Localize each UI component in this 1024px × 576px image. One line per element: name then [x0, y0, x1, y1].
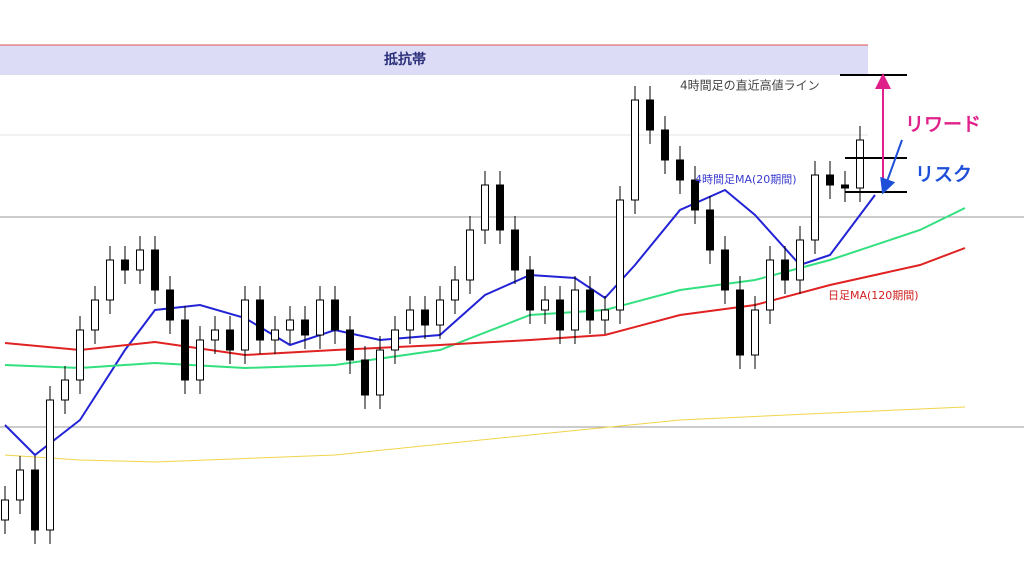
candle-body — [270, 329, 279, 341]
candle-body — [45, 399, 54, 531]
candle-body — [766, 259, 775, 311]
candle-body — [300, 319, 309, 336]
candle-body — [360, 359, 369, 396]
candle-body — [330, 299, 339, 331]
candle-body — [210, 329, 219, 341]
candle-body — [751, 309, 760, 356]
candle-body — [691, 179, 700, 211]
candle-body — [90, 299, 99, 331]
candle-body — [556, 299, 565, 331]
candle-body — [781, 259, 790, 281]
moving-average — [4, 247, 966, 357]
candle-body — [721, 249, 730, 291]
candle-body — [571, 289, 580, 331]
candle-body — [495, 184, 504, 231]
candle-body — [841, 184, 850, 189]
candle-body — [165, 289, 174, 321]
candle-body — [285, 319, 294, 331]
candle-body — [435, 299, 444, 326]
candle-body — [736, 289, 745, 356]
candle-body — [646, 99, 655, 131]
candle-body — [105, 259, 114, 301]
candle-body — [796, 239, 805, 281]
reward-label: リワード — [905, 114, 981, 136]
candle-body — [75, 329, 84, 381]
moving-average — [4, 188, 876, 457]
candle-body — [480, 184, 489, 231]
risk-label: リスク — [915, 164, 972, 186]
moving-average — [4, 406, 966, 463]
resistance-band — [0, 45, 868, 75]
candle-body — [811, 174, 820, 241]
candle-body — [405, 309, 414, 331]
candle-body — [255, 299, 264, 341]
candle-body — [195, 339, 204, 381]
ma20-label: 4時間足MA(20期間) — [695, 173, 797, 186]
candle-body — [240, 299, 249, 351]
candle-body — [676, 159, 685, 181]
candle-body — [631, 99, 640, 201]
candle-body — [706, 209, 715, 251]
resistance-label: 抵抗帯 — [384, 51, 426, 68]
candle-body — [450, 279, 459, 301]
candle-body — [856, 139, 865, 189]
candle-body — [541, 299, 550, 311]
candle-body — [586, 289, 595, 321]
candle-body — [30, 469, 39, 531]
candle-body — [345, 329, 354, 361]
candle-body — [661, 129, 670, 161]
candle-body — [511, 229, 520, 271]
candle-body — [120, 259, 129, 271]
candle-body — [150, 249, 159, 291]
candle-body — [375, 349, 384, 396]
ma120-label: 日足MA(120期間) — [828, 289, 919, 302]
candle-body — [0, 499, 9, 521]
candle-body — [616, 199, 625, 311]
candle-body — [390, 329, 399, 351]
candle-body — [420, 309, 429, 326]
candle-body — [526, 269, 535, 311]
high-line-label: 4時間足の直近高値ライン — [680, 78, 820, 93]
candle-body — [315, 299, 324, 336]
risk-arrow — [880, 139, 903, 195]
candle-body — [465, 229, 474, 281]
candle-body — [601, 309, 610, 321]
candle-body — [15, 469, 24, 501]
candle-body — [826, 174, 835, 186]
candle-body — [225, 329, 234, 351]
candle-body — [135, 249, 144, 271]
candle-body — [180, 319, 189, 381]
candle-body — [60, 379, 69, 401]
